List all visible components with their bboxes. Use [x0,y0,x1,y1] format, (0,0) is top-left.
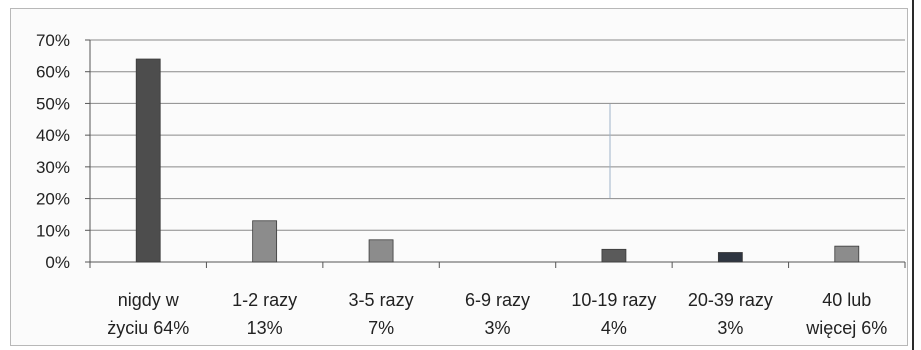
category-label: 6-9 razy [465,290,530,310]
bar [252,220,278,263]
page-edge-divider [912,0,914,350]
category-label: życiu 64% [107,318,189,338]
category-label: 3% [484,318,510,338]
category-label: 10-19 razy [571,290,656,310]
y-tick-label: 10% [36,221,70,240]
bars [135,58,860,263]
bar [717,252,743,263]
category-labels: nigdy w życiu 64% 1-2 razy 13% 3-5 razy 7% 6-9… [107,290,887,338]
axes [85,39,906,268]
category-label: 3-5 razy [349,290,414,310]
y-tick-label: 50% [36,94,70,113]
category-label: 4% [601,318,627,338]
category-label: 7% [368,318,394,338]
category-label: więcej 6% [805,318,887,338]
category-label: nigdy w [118,290,180,310]
category-label: 20-39 razy [688,290,773,310]
category-label: 40 lub [822,290,871,310]
bar [368,239,394,263]
category-label: 3% [717,318,743,338]
y-tick-label: 0% [45,253,70,272]
y-tick-labels: 0% 10% 20% 30% 40% 50% 60% 70% [36,31,70,272]
y-tick-label: 60% [36,63,70,82]
y-tick-label: 30% [36,158,70,177]
bar [834,245,860,263]
bar [601,248,627,263]
y-tick-label: 70% [36,31,70,50]
y-tick-label: 20% [36,190,70,209]
y-tick-label: 40% [36,126,70,145]
gridlines [90,39,905,231]
category-label: 1-2 razy [232,290,297,310]
bar [135,58,161,263]
category-label: 13% [247,318,283,338]
